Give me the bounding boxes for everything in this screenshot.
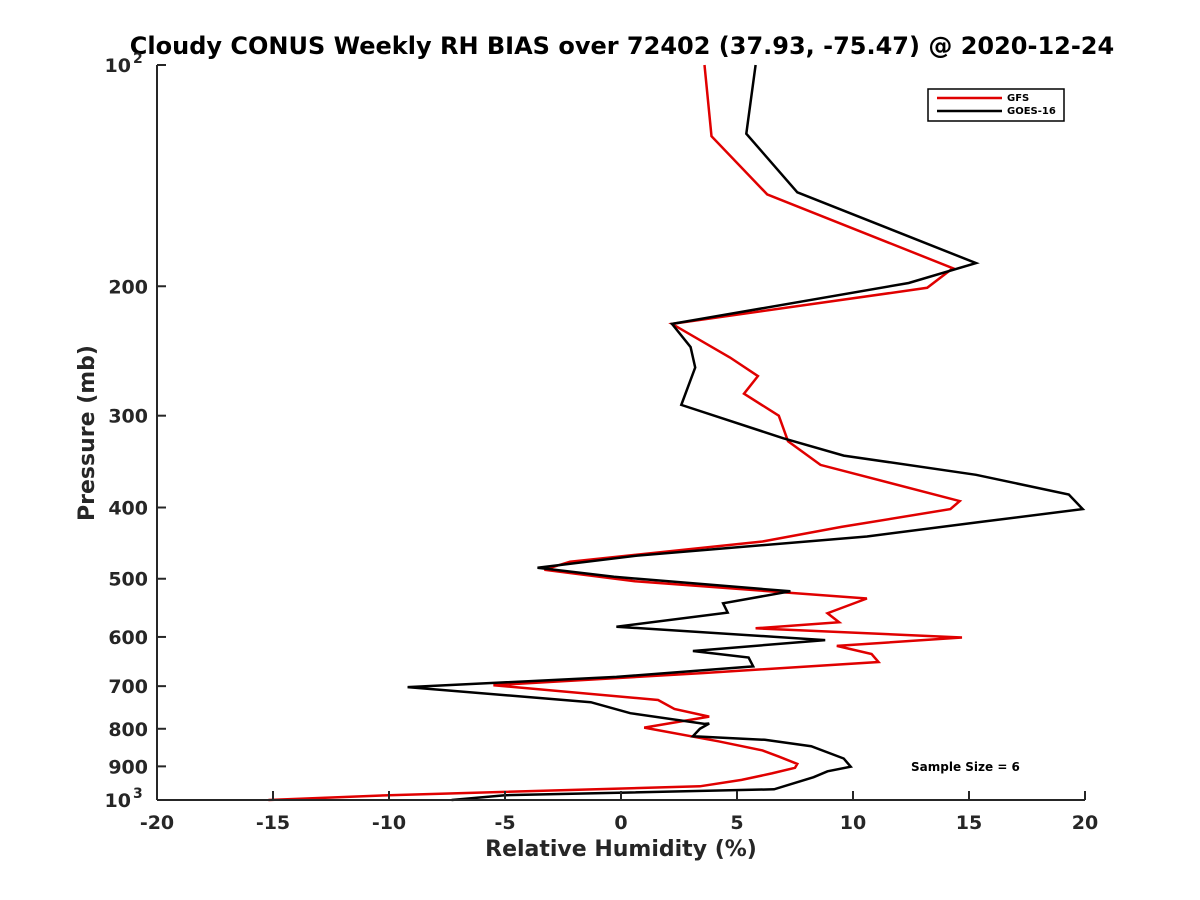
legend-label-gfs: GFS xyxy=(1007,93,1029,104)
series-line-goes-16 xyxy=(407,64,1086,802)
y-tick-label: 500 xyxy=(108,569,148,591)
legend-label-goes16: GOES-16 xyxy=(1007,106,1056,117)
x-tick-label: -15 xyxy=(256,812,290,834)
y-tick-label: 10 xyxy=(105,55,131,77)
legend: GFS GOES-16 xyxy=(927,88,1065,122)
x-tick-label: 15 xyxy=(956,812,982,834)
y-tick-exponent: 2 xyxy=(133,51,143,67)
x-tick-label: 5 xyxy=(730,812,743,834)
legend-box xyxy=(927,88,1065,122)
x-axis-label: Relative Humidity (%) xyxy=(485,837,757,862)
x-tick-label: -20 xyxy=(140,812,174,834)
x-axis-ticks: -20 -15 -10 -5 0 5 10 15 20 xyxy=(140,791,1098,834)
chart-title: Cloudy CONUS Weekly RH BIAS over 72402 (… xyxy=(130,32,1114,60)
x-tick-label: 20 xyxy=(1072,812,1098,834)
y-tick-label: 600 xyxy=(108,627,148,649)
y-tick-label: 200 xyxy=(108,276,148,298)
y-axis-label: Pressure (mb) xyxy=(75,345,100,521)
x-tick-label: -10 xyxy=(372,812,406,834)
y-tick-label: 300 xyxy=(108,406,148,428)
y-tick-label: 10 xyxy=(105,790,131,812)
y-tick-label: 700 xyxy=(108,676,148,698)
x-tick-label: 0 xyxy=(614,812,627,834)
y-tick-label: 400 xyxy=(108,498,148,520)
series-lines xyxy=(268,64,1086,802)
y-tick-exponent: 3 xyxy=(133,786,143,802)
plot-area: -20 -15 -10 -5 0 5 10 15 20 10 220030040050060070… xyxy=(105,51,1099,834)
series-line-gfs xyxy=(268,64,963,802)
x-tick-label: -5 xyxy=(494,812,515,834)
x-tick-label: 10 xyxy=(840,812,866,834)
sample-size-annotation: Sample Size = 6 xyxy=(911,760,1020,774)
y-tick-label: 800 xyxy=(108,719,148,741)
y-tick-label: 900 xyxy=(108,756,148,778)
